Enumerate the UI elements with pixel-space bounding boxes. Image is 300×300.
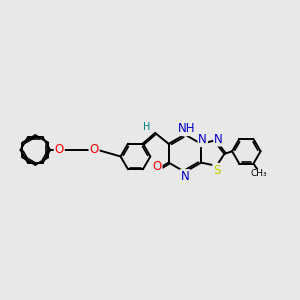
- Text: H: H: [143, 122, 151, 132]
- Text: N: N: [214, 133, 223, 146]
- Text: O: O: [152, 160, 162, 173]
- Text: O: O: [55, 143, 64, 157]
- Text: S: S: [213, 164, 220, 177]
- Text: N: N: [198, 133, 207, 146]
- Text: NH: NH: [177, 122, 195, 135]
- Text: CH₃: CH₃: [251, 169, 268, 178]
- Text: N: N: [181, 170, 189, 183]
- Text: O: O: [89, 143, 99, 157]
